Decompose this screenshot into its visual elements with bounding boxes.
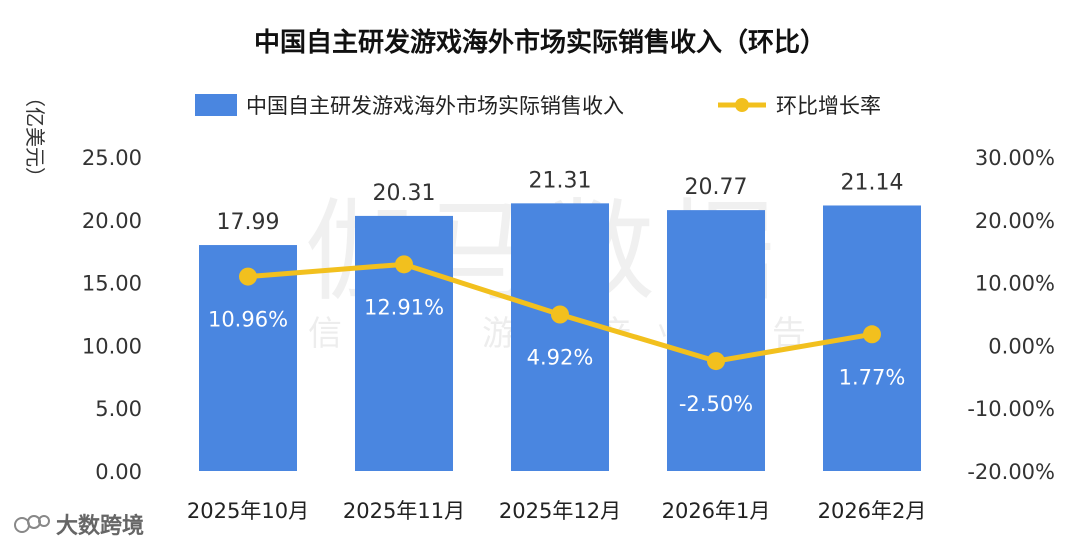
y-axis-ticks: 0.00 5.00 10.00 15.00 20.00 25.00 (82, 146, 142, 484)
bar (667, 210, 765, 472)
x-tick-label: 2026年2月 (818, 499, 927, 523)
y2-tick-label: -20.00% (967, 460, 1055, 484)
chart-title: 中国自主研发游戏海外市场实际销售收入（环比） (254, 27, 826, 58)
branding: 大数跨境 (14, 513, 144, 539)
bar-value-label: 20.77 (685, 175, 748, 200)
y2-axis-ticks: -20.00% -10.00% 0.00% 10.00% 20.00% 30.00% (967, 146, 1055, 484)
growth-value-label: -2.50% (679, 392, 753, 416)
x-tick-label: 2025年10月 (187, 499, 309, 523)
y-tick-label: 0.00 (95, 460, 142, 484)
bar-value-label: 21.14 (841, 170, 904, 195)
x-axis-ticks: 2025年10月 2025年11月 2025年12月 2026年1月 2026年2月 (187, 499, 926, 523)
legend-label-line: 环比增长率 (776, 94, 881, 118)
legend: 中国自主研发游戏海外市场实际销售收入 环比增长率 (195, 94, 881, 118)
legend-label-bar: 中国自主研发游戏海外市场实际销售收入 (246, 94, 624, 118)
y2-tick-label: 30.00% (975, 146, 1055, 170)
growth-value-label: 1.77% (839, 365, 906, 389)
bar-value-label: 20.31 (373, 181, 436, 206)
growth-point (239, 267, 257, 286)
bar (355, 215, 453, 471)
y-tick-label: 10.00 (82, 334, 142, 358)
growth-point (863, 325, 881, 344)
bars: 17.99 20.31 21.31 20.77 21.14 (199, 168, 921, 472)
legend-swatch-bar (195, 94, 237, 116)
y-tick-label: 15.00 (82, 272, 142, 296)
brand-name: 大数跨境 (56, 513, 144, 539)
y-tick-label: 5.00 (95, 397, 142, 421)
logo-icon (14, 515, 50, 533)
y2-tick-label: 10.00% (975, 272, 1055, 296)
growth-point (395, 255, 413, 274)
growth-line: 10.96% 12.91% 4.92% -2.50% 1.77% (208, 255, 905, 416)
growth-value-label: 4.92% (527, 346, 594, 370)
bar (511, 203, 609, 471)
y2-tick-label: -10.00% (967, 397, 1055, 421)
y-tick-label: 20.00 (82, 209, 142, 233)
x-tick-label: 2025年11月 (343, 499, 465, 523)
x-tick-label: 2026年1月 (662, 499, 771, 523)
growth-point (551, 305, 569, 324)
y-tick-label: 25.00 (82, 146, 142, 170)
y2-tick-label: 0.00% (988, 334, 1055, 358)
bar-value-label: 21.31 (529, 168, 592, 193)
bar-value-label: 17.99 (217, 210, 280, 235)
growth-point (707, 352, 725, 371)
legend-swatch-marker (735, 98, 749, 112)
growth-value-label: 12.91% (364, 295, 444, 319)
growth-value-label: 10.96% (208, 308, 288, 332)
y2-tick-label: 20.00% (975, 209, 1055, 233)
x-tick-label: 2025年12月 (499, 499, 621, 523)
y-axis-unit: （亿美元） (23, 87, 47, 187)
